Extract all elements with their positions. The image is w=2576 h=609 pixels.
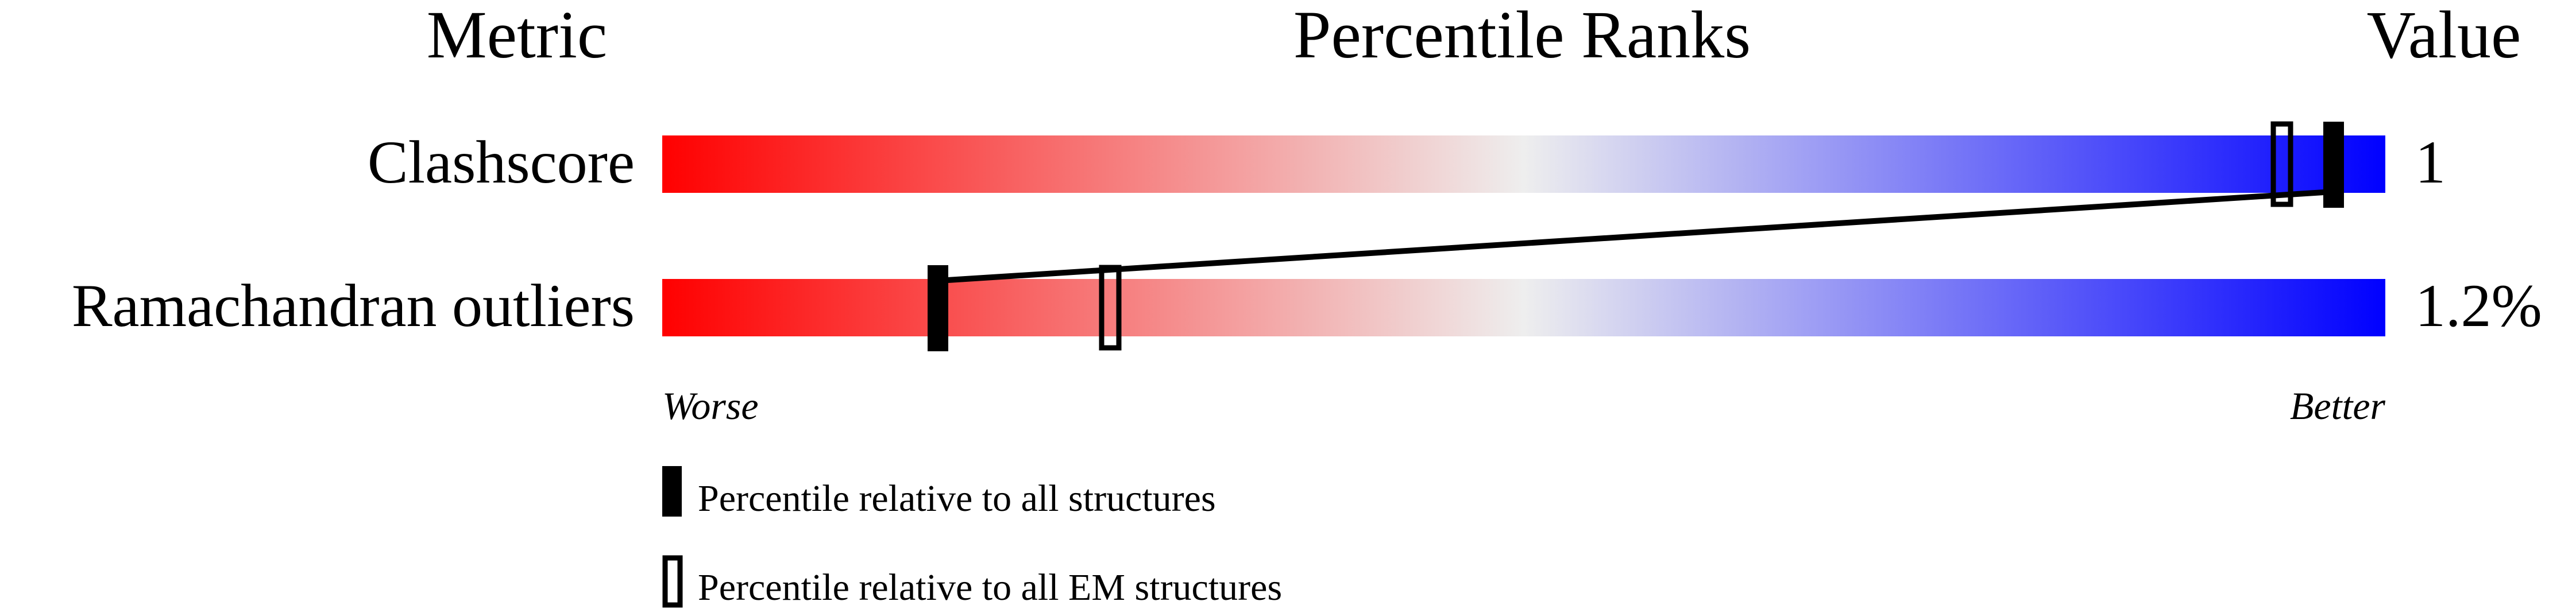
- worse-label: Worse: [662, 384, 759, 428]
- metric-label: Clashscore: [368, 129, 635, 196]
- legend-filled-marker: [662, 466, 682, 517]
- metric-value: 1.2%: [2415, 272, 2542, 339]
- connector-line: [947, 189, 2324, 283]
- metric-value: 1: [2415, 129, 2446, 196]
- percentile-bar: [662, 135, 2385, 193]
- legend-open-marker: [662, 555, 683, 608]
- metric-label: Ramachandran outliers: [72, 272, 635, 339]
- all-percentile-marker: [2323, 122, 2344, 208]
- header-metric: Metric: [427, 0, 608, 72]
- better-label: Better: [2290, 384, 2386, 428]
- all-percentile-marker: [928, 265, 948, 351]
- header-percentile: Percentile Ranks: [1293, 0, 1751, 72]
- percentile-bar: [662, 279, 2385, 336]
- legend-label-all: Percentile relative to all structures: [698, 478, 1216, 519]
- legend-label-em: Percentile relative to all EM structures: [698, 567, 1282, 608]
- em-percentile-marker: [2270, 121, 2293, 207]
- header-value: Value: [2367, 0, 2521, 72]
